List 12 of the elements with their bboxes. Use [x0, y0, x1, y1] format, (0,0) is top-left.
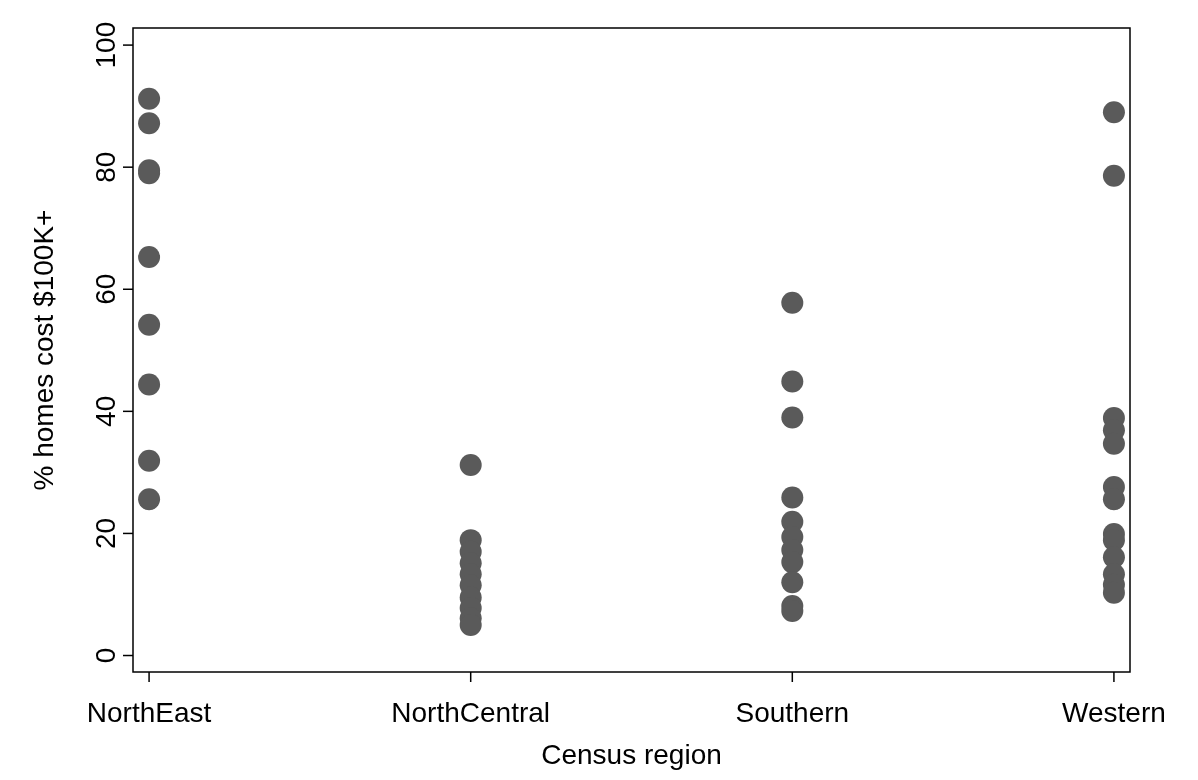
y-tick-label: 60 [90, 273, 121, 305]
y-tick-label: 0 [90, 647, 121, 664]
y-tick-label: 100 [90, 21, 121, 69]
x-axis-title: Census region [541, 739, 722, 770]
x-tick-label: Southern [735, 697, 850, 728]
y-axis-title: % homes cost $100K+ [28, 209, 59, 491]
y-tick-label: 20 [90, 517, 121, 550]
x-tick-label: NorthEast [86, 697, 212, 728]
y-tick-label: 80 [90, 151, 121, 183]
x-tick-label: NorthCentral [391, 697, 551, 728]
x-tick-label: Western [1062, 697, 1166, 728]
y-tick-label: 40 [90, 395, 121, 427]
